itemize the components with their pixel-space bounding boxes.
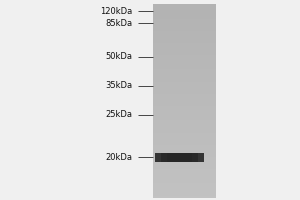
Text: 85kDa: 85kDa [105,19,132,27]
Bar [153,188,216,191]
Bar [153,48,216,50]
Bar [153,159,216,162]
Bar [153,181,216,183]
Bar [153,62,216,65]
Bar [153,9,216,11]
Bar [153,11,216,14]
Bar [153,55,216,57]
Bar [153,57,216,60]
Bar [153,69,216,72]
Bar [153,43,216,45]
Bar [153,82,216,84]
Bar [153,191,216,193]
Text: 35kDa: 35kDa [105,81,132,90]
Bar [153,40,216,43]
Bar [153,19,216,21]
Bar [153,50,216,52]
Bar [153,72,216,74]
Bar [153,79,216,82]
Text: 50kDa: 50kDa [105,52,132,61]
Bar [153,157,216,159]
Bar [153,150,216,152]
Bar [153,96,216,99]
Bar [153,60,216,62]
Bar [153,162,216,164]
Bar [153,116,216,118]
Bar [153,176,216,179]
Bar [153,118,216,120]
Bar [153,6,216,9]
Bar [153,123,216,125]
Bar [153,38,216,40]
Bar [153,108,216,111]
Bar [153,183,216,186]
Bar [153,91,216,94]
Bar [153,103,216,106]
Bar [153,152,216,154]
Bar [153,154,216,157]
Bar [153,67,216,69]
Bar [153,14,216,16]
Bar [153,171,216,174]
Bar [153,101,216,103]
Bar [153,99,216,101]
Bar [153,164,216,166]
Bar [153,196,216,198]
Bar [153,89,216,91]
Bar [153,65,216,67]
Bar [153,169,216,171]
Bar [153,145,216,147]
Bar [153,174,216,176]
Bar [153,147,216,150]
Bar [154,152,204,162]
Bar [153,84,216,86]
Bar [153,36,216,38]
Bar [153,16,216,19]
Bar [153,94,216,96]
Bar [153,28,216,31]
Bar [153,130,216,133]
Bar [153,33,216,36]
Bar [153,106,216,108]
Bar [153,4,216,6]
Bar [167,152,192,162]
Bar [153,128,216,130]
Bar [153,86,216,89]
Text: 25kDa: 25kDa [105,110,132,119]
Bar [153,74,216,77]
Text: 120kDa: 120kDa [100,6,132,16]
Bar [153,111,216,113]
Bar [153,31,216,33]
Bar [153,186,216,188]
Bar [153,140,216,142]
Bar [153,137,216,140]
Bar [153,166,216,169]
Bar [153,179,216,181]
Bar [153,45,216,48]
Bar [153,23,216,26]
Bar [153,142,216,145]
Bar [160,152,198,162]
Bar [153,26,216,28]
Bar [153,125,216,128]
Bar [153,52,216,55]
Bar [153,193,216,196]
Bar [153,113,216,116]
Bar [153,21,216,23]
Bar [153,133,216,135]
Bar [153,77,216,79]
Text: 20kDa: 20kDa [105,153,132,162]
Bar [153,120,216,123]
Bar [153,135,216,137]
